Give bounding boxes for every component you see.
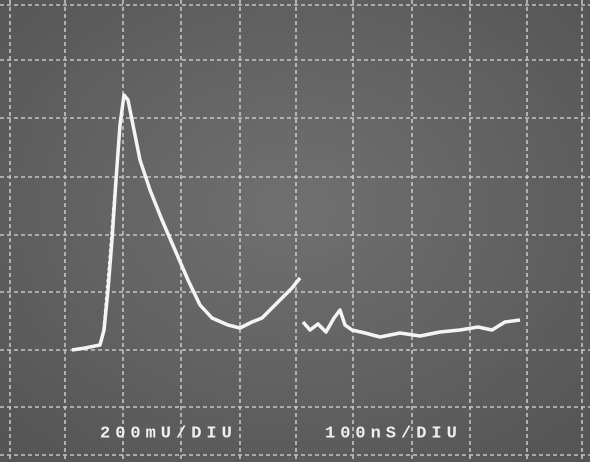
- waveform-trace: [71, 93, 521, 352]
- vertical-scale-label: 200mU/DIU: [100, 424, 237, 443]
- horizontal-scale-label: 100nS/DIU: [325, 424, 462, 443]
